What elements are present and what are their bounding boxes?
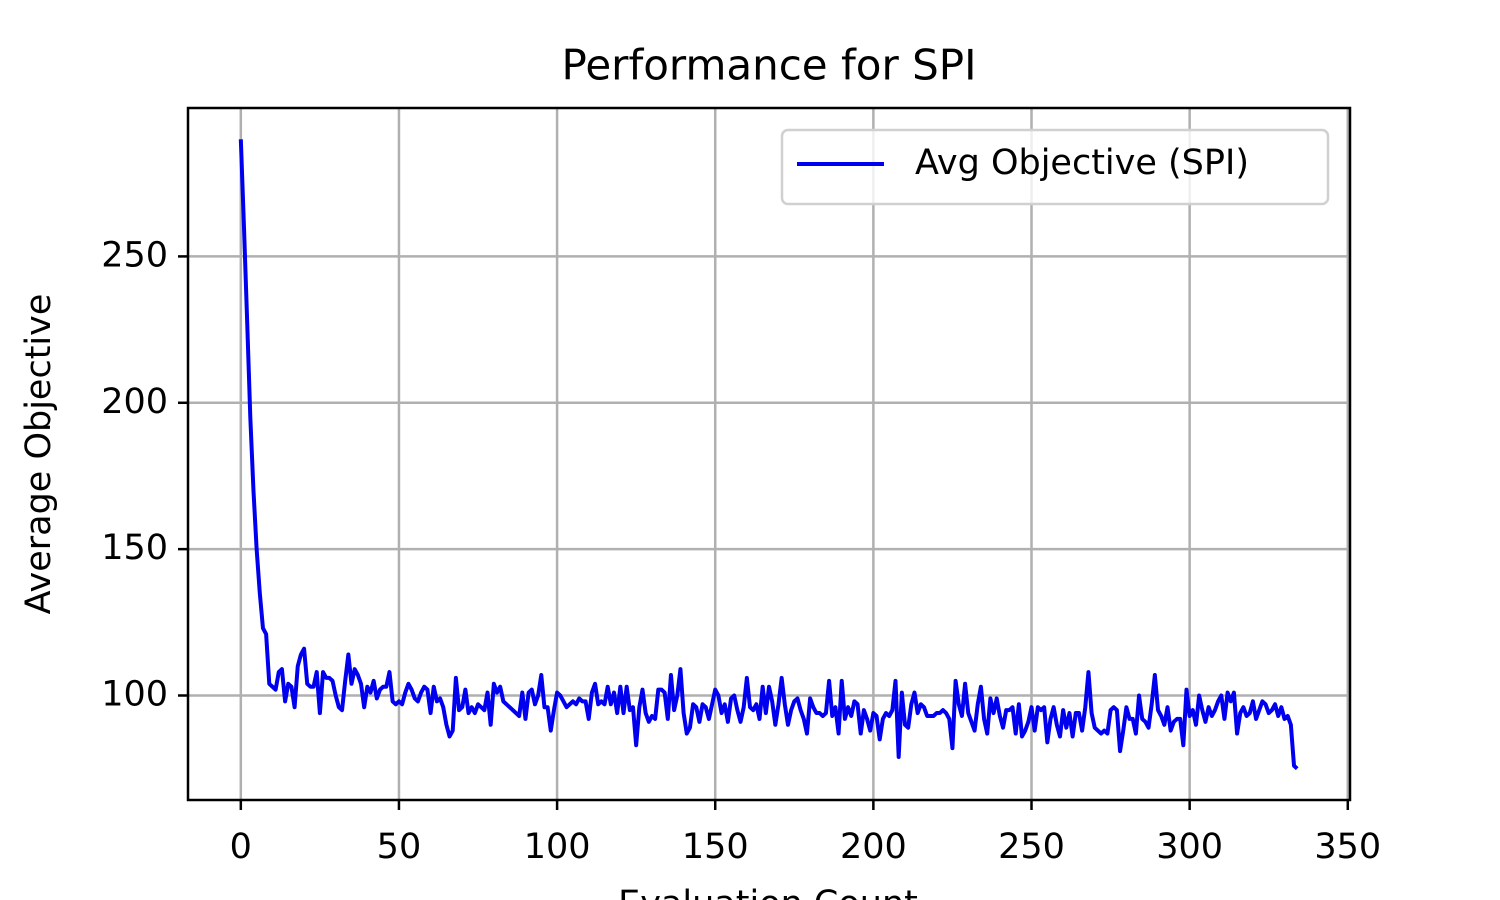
y-tick-label: 100 (101, 674, 168, 714)
x-tick-label: 200 (840, 827, 907, 867)
x-tick-label: 100 (524, 827, 591, 867)
data-line (238, 139, 1299, 771)
x-tick-label: 300 (1156, 827, 1223, 867)
y-axis-label: Average Objective (19, 294, 59, 615)
legend-box (780, 128, 1330, 206)
x-tick-label: 350 (1314, 827, 1381, 867)
y-tick-label: 150 (101, 528, 168, 568)
plot-frame (186, 106, 1352, 802)
legend-label: Avg Objective (SPI) (915, 143, 1249, 183)
y-tick-label: 200 (101, 382, 168, 422)
chart-title: Performance for SPI (562, 41, 977, 90)
y-tick-label: 250 (101, 235, 168, 275)
x-tick-label: 50 (377, 827, 422, 867)
x-tick-label: 250 (998, 827, 1065, 867)
x-axis-label: Evaluation Count (618, 884, 918, 900)
x-tick-label: 0 (230, 827, 252, 867)
x-tick-label: 150 (682, 827, 749, 867)
